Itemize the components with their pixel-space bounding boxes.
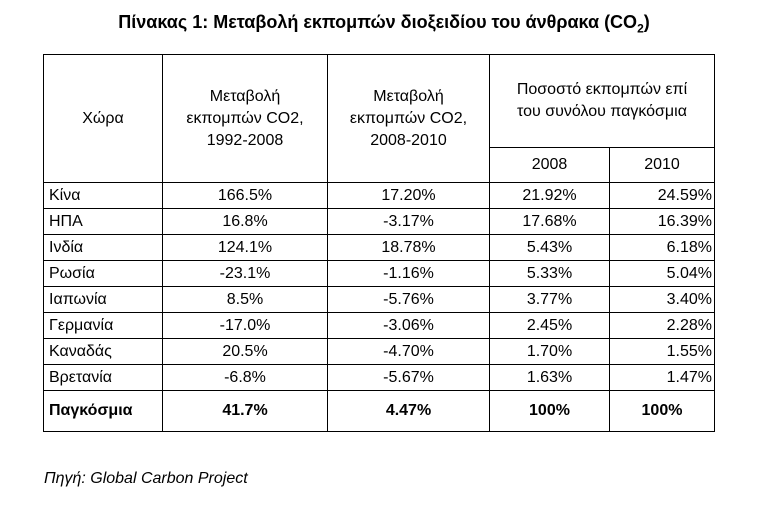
change-2008-2010-cell: 18.78% xyxy=(327,234,490,261)
table-row: Βρετανία -6.8% -5.67% 1.63% 1.47% xyxy=(43,364,715,391)
header-change-1992-2008: Μεταβολή εκπομπών CO2, 1992-2008 xyxy=(162,54,328,183)
share-2010-cell: 1.55% xyxy=(609,338,715,365)
change-1992-2008-cell: -17.0% xyxy=(162,312,328,339)
country-cell: Κίνα xyxy=(43,182,163,209)
header-global-share: Ποσοστό εκπομπών επί του συνόλου παγκόσμ… xyxy=(489,54,715,148)
change-2008-2010-cell: -4.70% xyxy=(327,338,490,365)
header-year-2008: 2008 xyxy=(489,147,610,183)
share-2008-cell: 21.92% xyxy=(489,182,610,209)
country-cell: Ρωσία xyxy=(43,260,163,287)
table-row: Ινδία 124.1% 18.78% 5.43% 6.18% xyxy=(43,234,715,261)
share-2008-cell: 5.33% xyxy=(489,260,610,287)
emissions-table: Χώρα Μεταβολή εκπομπών CO2, 1992-2008 Με… xyxy=(43,54,715,432)
country-cell: Ινδία xyxy=(43,234,163,261)
country-cell: Ιαπωνία xyxy=(43,286,163,313)
change-2008-2010-cell: 17.20% xyxy=(327,182,490,209)
change-2008-2010-cell: -5.67% xyxy=(327,364,490,391)
share-2008-cell: 5.43% xyxy=(489,234,610,261)
change-2008-2010-cell: -5.76% xyxy=(327,286,490,313)
change-2008-2010-cell: -3.17% xyxy=(327,208,490,235)
total-country-cell: Παγκόσμια xyxy=(43,390,163,432)
table-row: Ιαπωνία 8.5% -5.76% 3.77% 3.40% xyxy=(43,286,715,313)
header-country: Χώρα xyxy=(43,54,163,183)
share-2010-cell: 3.40% xyxy=(609,286,715,313)
total-change-2008-2010-cell: 4.47% xyxy=(327,390,490,432)
change-1992-2008-cell: -6.8% xyxy=(162,364,328,391)
share-2008-cell: 1.63% xyxy=(489,364,610,391)
total-share-2010-cell: 100% xyxy=(609,390,715,432)
share-2008-cell: 3.77% xyxy=(489,286,610,313)
change-2008-2010-cell: -1.16% xyxy=(327,260,490,287)
total-change-1992-2008-cell: 41.7% xyxy=(162,390,328,432)
share-2010-cell: 5.04% xyxy=(609,260,715,287)
country-cell: Βρετανία xyxy=(43,364,163,391)
table-row: Ρωσία -23.1% -1.16% 5.33% 5.04% xyxy=(43,260,715,287)
table-row: Καναδάς 20.5% -4.70% 1.70% 1.55% xyxy=(43,338,715,365)
country-cell: Καναδάς xyxy=(43,338,163,365)
share-2008-cell: 2.45% xyxy=(489,312,610,339)
header-year-2010: 2010 xyxy=(609,147,715,183)
header-change-2008-2010: Μεταβολή εκπομπών CO2, 2008-2010 xyxy=(327,54,490,183)
table-row: Κίνα 166.5% 17.20% 21.92% 24.59% xyxy=(43,182,715,209)
change-1992-2008-cell: 166.5% xyxy=(162,182,328,209)
share-2010-cell: 2.28% xyxy=(609,312,715,339)
share-2010-cell: 24.59% xyxy=(609,182,715,209)
change-1992-2008-cell: 124.1% xyxy=(162,234,328,261)
total-share-2008-cell: 100% xyxy=(489,390,610,432)
table-row: ΗΠΑ 16.8% -3.17% 17.68% 16.39% xyxy=(43,208,715,235)
share-2008-cell: 17.68% xyxy=(489,208,610,235)
change-1992-2008-cell: 16.8% xyxy=(162,208,328,235)
country-cell: ΗΠΑ xyxy=(43,208,163,235)
country-cell: Γερμανία xyxy=(43,312,163,339)
total-row: Παγκόσμια 41.7% 4.47% 100% 100% xyxy=(43,390,715,432)
share-2010-cell: 16.39% xyxy=(609,208,715,235)
share-2010-cell: 6.18% xyxy=(609,234,715,261)
table-title: Πίνακας 1: Μεταβολή εκπομπών διοξειδίου … xyxy=(118,12,650,36)
table-row: Γερμανία -17.0% -3.06% 2.45% 2.28% xyxy=(43,312,715,339)
change-1992-2008-cell: -23.1% xyxy=(162,260,328,287)
change-1992-2008-cell: 8.5% xyxy=(162,286,328,313)
change-2008-2010-cell: -3.06% xyxy=(327,312,490,339)
source-note: Πηγή: Global Carbon Project xyxy=(44,470,248,487)
share-2010-cell: 1.47% xyxy=(609,364,715,391)
change-1992-2008-cell: 20.5% xyxy=(162,338,328,365)
share-2008-cell: 1.70% xyxy=(489,338,610,365)
